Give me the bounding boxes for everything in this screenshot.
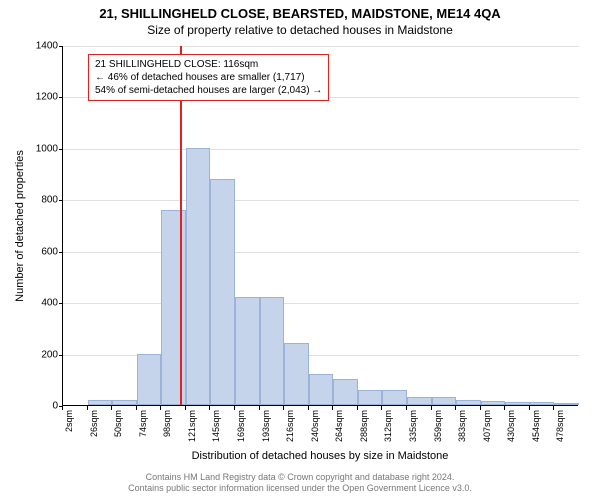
footer-line-2: Contains public sector information licen… [0, 483, 600, 494]
histogram-bar [186, 148, 211, 405]
grid-line [63, 46, 579, 47]
histogram-bar [407, 397, 432, 405]
x-tick-label: 478sqm [555, 410, 565, 442]
y-tick-label: 1200 [28, 92, 58, 103]
histogram-bar [284, 343, 309, 405]
histogram-bar [432, 397, 457, 405]
x-tick-label: 264sqm [334, 410, 344, 442]
grid-line [63, 200, 579, 201]
histogram-bar [456, 400, 481, 405]
x-tick-label: 121sqm [187, 410, 197, 442]
histogram-bar [505, 402, 530, 405]
y-tick-label: 600 [28, 246, 58, 257]
x-tick-mark [136, 406, 137, 410]
x-tick-mark [455, 406, 456, 410]
x-tick-label: 359sqm [433, 410, 443, 442]
y-tick-label: 400 [28, 298, 58, 309]
y-tick-label: 200 [28, 349, 58, 360]
histogram-bar [554, 403, 579, 405]
x-tick-mark [529, 406, 530, 410]
histogram-bar [333, 379, 358, 405]
histogram-bar [358, 390, 383, 405]
histogram-bar [235, 297, 260, 405]
histogram-bar [309, 374, 334, 405]
y-axis-label: Number of detached properties [14, 150, 26, 302]
x-tick-label: 430sqm [506, 410, 516, 442]
y-tick-mark [59, 303, 63, 304]
x-tick-label: 50sqm [113, 410, 123, 437]
x-tick-label: 312sqm [383, 410, 393, 442]
x-tick-label: 193sqm [261, 410, 271, 442]
chart-area: Number of detached properties Distributi… [62, 46, 578, 406]
x-tick-mark [406, 406, 407, 410]
x-tick-mark [185, 406, 186, 410]
x-tick-mark [62, 406, 63, 410]
x-tick-label: 335sqm [408, 410, 418, 442]
histogram-bar [88, 400, 113, 405]
histogram-bar [481, 401, 506, 405]
x-tick-mark [87, 406, 88, 410]
histogram-bar [161, 210, 186, 405]
y-tick-mark [59, 97, 63, 98]
grid-line [63, 303, 579, 304]
footer-line-1: Contains HM Land Registry data © Crown c… [0, 472, 600, 483]
info-line-1: 21 SHILLINGHELD CLOSE: 116sqm [95, 58, 322, 71]
histogram-bar [112, 400, 137, 405]
grid-line [63, 252, 579, 253]
x-tick-mark [357, 406, 358, 410]
x-tick-mark [431, 406, 432, 410]
x-tick-label: 240sqm [310, 410, 320, 442]
y-tick-label: 800 [28, 195, 58, 206]
x-tick-label: 98sqm [162, 410, 172, 437]
x-tick-label: 2sqm [64, 410, 74, 432]
y-tick-mark [59, 355, 63, 356]
x-tick-label: 145sqm [211, 410, 221, 442]
histogram-bar [382, 390, 407, 405]
x-tick-label: 216sqm [285, 410, 295, 442]
y-tick-label: 1000 [28, 143, 58, 154]
grid-line [63, 149, 579, 150]
y-tick-mark [59, 200, 63, 201]
x-tick-mark [259, 406, 260, 410]
x-tick-label: 288sqm [359, 410, 369, 442]
x-tick-label: 454sqm [531, 410, 541, 442]
info-box: 21 SHILLINGHELD CLOSE: 116sqm ← 46% of d… [88, 54, 329, 101]
x-tick-label: 26sqm [89, 410, 99, 437]
y-tick-mark [59, 252, 63, 253]
chart-title: 21, SHILLINGHELD CLOSE, BEARSTED, MAIDST… [0, 0, 600, 21]
x-tick-mark [480, 406, 481, 410]
y-tick-label: 1400 [28, 41, 58, 52]
histogram-bar [530, 402, 555, 405]
x-tick-mark [234, 406, 235, 410]
x-tick-mark [283, 406, 284, 410]
x-tick-label: 383sqm [457, 410, 467, 442]
x-tick-mark [308, 406, 309, 410]
histogram-bar [137, 354, 162, 405]
info-line-2: ← 46% of detached houses are smaller (1,… [95, 71, 322, 84]
histogram-bar [260, 297, 285, 405]
y-tick-label: 0 [28, 401, 58, 412]
y-tick-mark [59, 46, 63, 47]
x-tick-label: 74sqm [138, 410, 148, 437]
footer: Contains HM Land Registry data © Crown c… [0, 472, 600, 494]
y-tick-mark [59, 149, 63, 150]
x-tick-label: 169sqm [236, 410, 246, 442]
info-line-3: 54% of semi-detached houses are larger (… [95, 84, 322, 97]
histogram-bar [210, 179, 235, 405]
chart-subtitle: Size of property relative to detached ho… [0, 21, 600, 37]
x-tick-label: 407sqm [482, 410, 492, 442]
x-axis-label: Distribution of detached houses by size … [62, 450, 578, 462]
x-tick-mark [111, 406, 112, 410]
